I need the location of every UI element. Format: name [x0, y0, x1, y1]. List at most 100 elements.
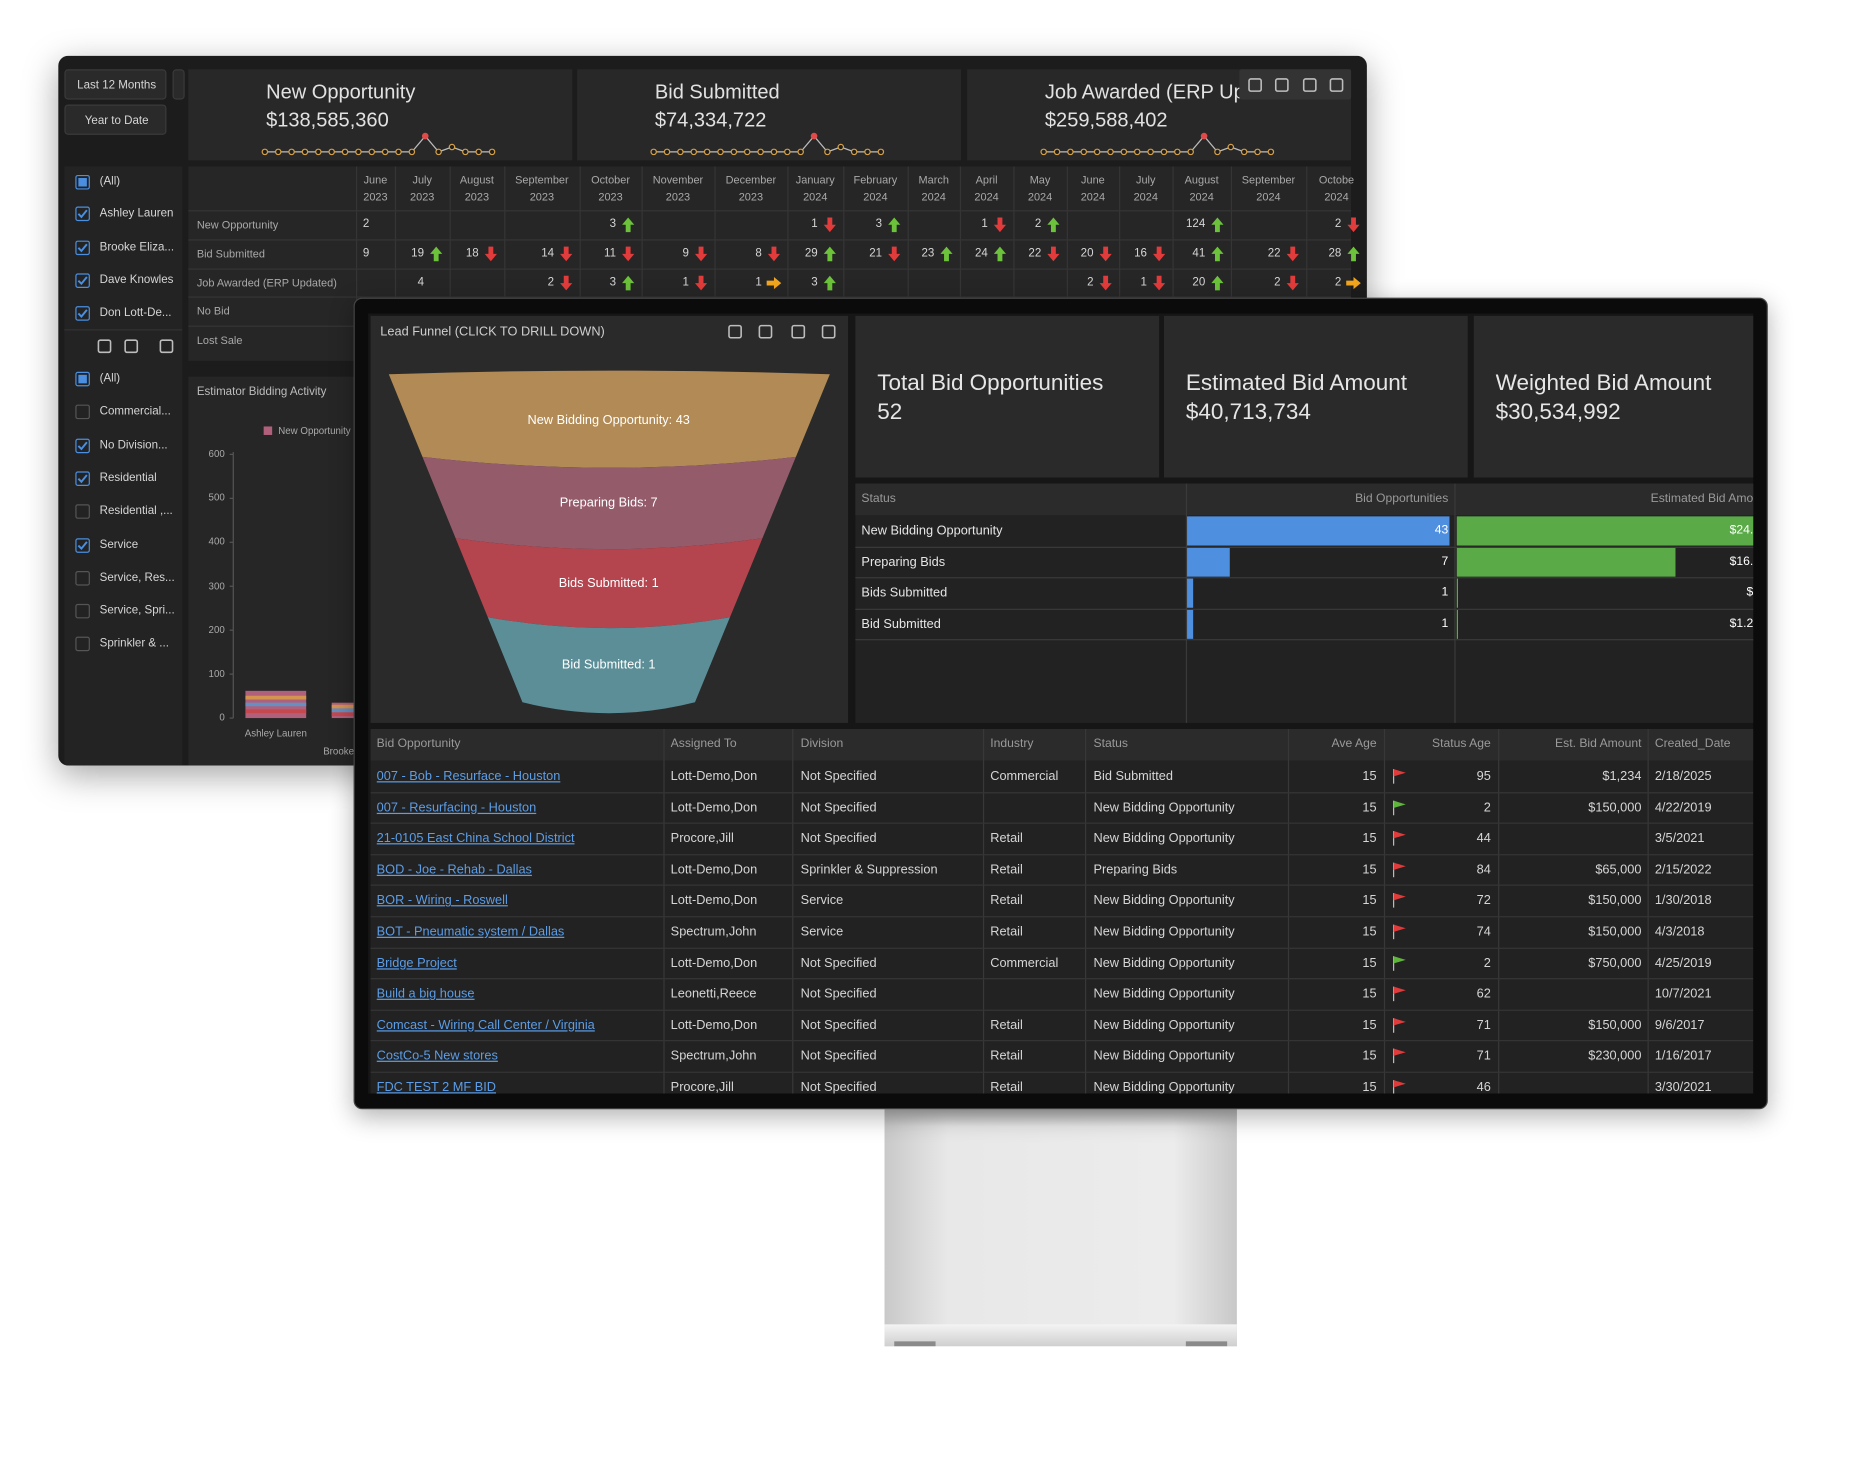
trend-arrow [430, 246, 443, 261]
grid-cell: 20 [1192, 275, 1206, 289]
column-divider [579, 166, 581, 361]
graphic [75, 537, 90, 553]
filter-option[interactable]: (All) [99, 174, 121, 189]
trend-arrow [1346, 276, 1361, 289]
sparkline-dot [717, 148, 724, 156]
status: New Bidding Opportunity [1093, 893, 1235, 909]
filter-option[interactable]: Service, Spri... [99, 603, 175, 618]
industry: Commercial [990, 769, 1059, 784]
row-label: Bid Submitted [196, 247, 265, 260]
opportunity-link[interactable]: 007 - Bob - Resurface - Houston [376, 769, 561, 784]
graphic [1211, 246, 1224, 261]
checkbox [75, 371, 90, 387]
opportunity-link[interactable]: Comcast - Wiring Call Center / Virginia [376, 1017, 595, 1033]
date-button[interactable]: Year to Date [64, 104, 167, 135]
created-date: 4/3/2018 [1654, 924, 1705, 940]
assigned-to: Spectrum,John [670, 1049, 757, 1064]
status-flag [1393, 1017, 1406, 1026]
grid-cell: 20 [1080, 246, 1094, 260]
graphic [97, 339, 112, 354]
row-label: Job Awarded (ERP Updated) [196, 276, 337, 289]
checkmark [77, 276, 88, 286]
row-divider [370, 822, 1754, 824]
sparkline-dot [381, 148, 389, 156]
filter-option[interactable]: Residential ,... [99, 504, 173, 518]
funnel-label[interactable]: Bids Submitted: 1 [558, 575, 659, 590]
column-divider [1287, 729, 1290, 1094]
created-date: 9/6/2017 [1654, 1017, 1705, 1033]
funnel-stage [487, 617, 730, 714]
filter-option[interactable]: Dave Knowles [99, 273, 174, 287]
graphic [75, 206, 90, 222]
sparkline-dot [1240, 148, 1248, 156]
filter-option[interactable]: Residential [99, 471, 157, 485]
grid-cell: 14 [541, 246, 555, 260]
row-divider [855, 577, 1754, 579]
toolbar-icon [97, 339, 112, 354]
toolbar-icon [758, 324, 773, 339]
sparkline-dot [837, 143, 845, 151]
filter-option[interactable]: Commercial... [99, 404, 171, 419]
date-button[interactable] [172, 69, 185, 100]
filter-option[interactable]: Service [99, 537, 139, 552]
opportunity-link[interactable]: FDC TEST 2 MF BID [376, 1080, 496, 1094]
sparkline-dot [355, 148, 362, 156]
sparkline-dot [743, 148, 751, 156]
column-divider [504, 166, 506, 361]
sparkline-dot [315, 148, 322, 156]
opportunity-link[interactable]: 21-0105 East China School District [376, 831, 575, 846]
graphic [791, 324, 806, 339]
funnel-label[interactable]: New Bidding Opportunity: 43 [527, 413, 690, 428]
grid-cell: 2 [1334, 217, 1342, 231]
opportunity-link[interactable]: CostCo-5 New stores [376, 1049, 498, 1064]
funnel-label[interactable]: Preparing Bids: 7 [559, 495, 658, 510]
grid-cell: 1 [811, 217, 818, 231]
graphic [694, 246, 708, 261]
filter-option[interactable]: Ashley Lauren [99, 206, 174, 220]
status: New Bidding Opportunity [1093, 1080, 1235, 1094]
monitor-stand [884, 1109, 1237, 1347]
checkmark [77, 309, 88, 318]
trend-arrow [888, 217, 901, 233]
status-age: 2 [1483, 800, 1491, 815]
header-row [855, 483, 1754, 516]
graphic [1347, 217, 1360, 233]
industry: Retail [990, 1017, 1023, 1033]
created-date: 10/7/2021 [1654, 986, 1712, 1002]
column-divider [1498, 729, 1500, 1094]
graphic [75, 404, 90, 420]
back-dashboard: Last 12 Months Year to Date New Opportunit… [58, 55, 1367, 766]
filter-option[interactable]: Service, Res... [99, 570, 175, 585]
trend-arrow [993, 246, 1007, 261]
funnel-label[interactable]: Bid Submitted: 1 [561, 657, 656, 672]
graphic [75, 504, 90, 520]
opportunity-link[interactable]: Build a big house [376, 986, 475, 1002]
ave-age: 15 [1362, 831, 1377, 846]
column-month: April [975, 173, 998, 186]
opportunity-link[interactable]: Bridge Project [376, 955, 457, 971]
trend-arrow [622, 246, 635, 261]
status-age: 84 [1476, 862, 1491, 877]
opportunity-link[interactable]: BOT - Pneumatic system / Dallas [376, 924, 565, 940]
opportunity-link[interactable]: BOR - Wiring - Roswell [376, 893, 508, 909]
industry: Retail [990, 862, 1023, 877]
filter-option[interactable]: (All) [99, 371, 121, 386]
filter-option[interactable]: Don Lott-De... [99, 306, 172, 320]
trend-arrow [1211, 246, 1224, 261]
sparkline-dot [877, 148, 885, 156]
division: Service [800, 893, 844, 909]
checkbox [75, 570, 90, 586]
row-divider [188, 210, 1352, 212]
date-button[interactable]: Last 12 Months [64, 69, 167, 100]
filter-option[interactable]: No Division... [99, 438, 168, 452]
grid-cell: 2 [1334, 275, 1342, 289]
graphic [75, 570, 90, 586]
filter-option[interactable]: Sprinkler & ... [99, 637, 169, 651]
sparkline-dot [784, 148, 791, 156]
sparkline-dot [261, 148, 269, 156]
filter-option[interactable]: Brooke Eliza... [99, 240, 175, 254]
opportunity-link[interactable]: 007 - Resurfacing - Houston [376, 800, 537, 815]
opportunity-link[interactable]: BOD - Joe - Rehab - Dallas [376, 862, 532, 877]
column-divider [714, 166, 716, 361]
toolbar-icon [1329, 77, 1344, 92]
